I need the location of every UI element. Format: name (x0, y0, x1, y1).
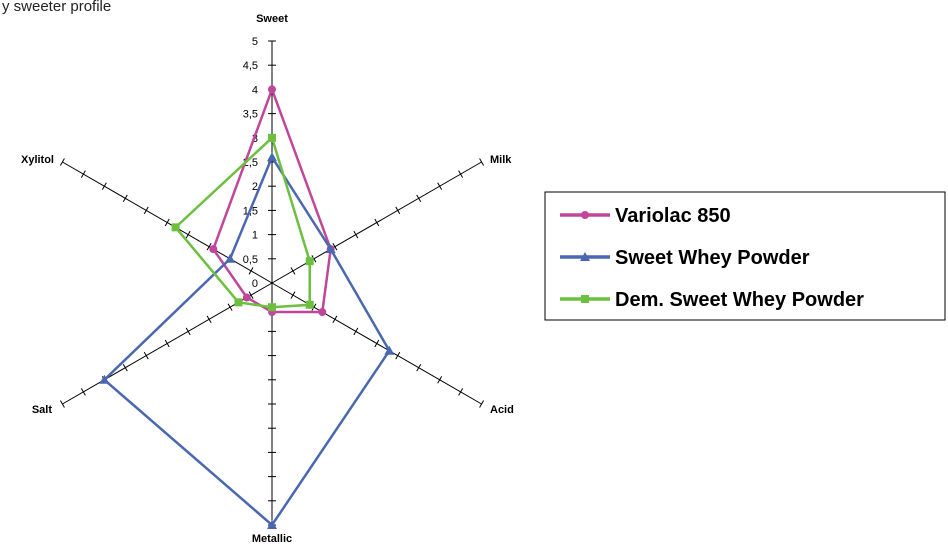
axis-tick (60, 159, 64, 166)
axis-tick (396, 207, 400, 214)
legend-marker (581, 295, 589, 303)
axis-tick (291, 267, 295, 274)
axis-tick (333, 316, 337, 323)
tick-label: 4 (252, 84, 258, 96)
data-point (306, 257, 314, 265)
category-label-metallic: Metallic (252, 533, 292, 545)
axis-tick (144, 352, 148, 359)
axis-tick (480, 159, 484, 166)
category-label-sweet: Sweet (256, 13, 288, 25)
data-point (225, 254, 235, 263)
axis-tick (354, 231, 358, 238)
axis-tick (417, 195, 421, 202)
axis-tick (207, 316, 211, 323)
axis-tick (102, 183, 106, 190)
data-point (268, 85, 276, 93)
axis-tick (438, 183, 442, 190)
axis-tick (165, 219, 169, 226)
data-point (318, 308, 326, 316)
axis-tick (249, 267, 253, 274)
axis-tick (291, 292, 295, 299)
legend-marker (581, 211, 589, 219)
radar-series (99, 85, 394, 529)
axis-tick (60, 401, 64, 408)
axis-tick (375, 219, 379, 226)
tick-label: 5 (252, 36, 258, 48)
data-point (243, 294, 251, 302)
axis-tick (123, 364, 127, 371)
legend-label: Sweet Whey Powder (615, 247, 810, 269)
axis-tick (123, 195, 127, 202)
category-label-xylitol: Xylitol (21, 154, 54, 166)
axis-tick (438, 376, 442, 383)
axis-tick (375, 340, 379, 347)
chart-legend: Variolac 850 Sweet Whey Powder Dem. Sweet … (545, 192, 945, 320)
tick-label: 1 (252, 230, 258, 242)
legend-label: Variolac 850 (615, 205, 731, 227)
data-point (306, 301, 314, 309)
axis-tick (459, 388, 463, 395)
data-point (172, 223, 180, 231)
tick-label: 3,5 (243, 109, 258, 121)
axis-tick (186, 328, 190, 335)
legend-label: Dem. Sweet Whey Powder (615, 289, 864, 311)
category-label-milk: Milk (490, 154, 512, 166)
data-point (209, 245, 217, 253)
data-point (268, 134, 276, 142)
tick-label: 0 (252, 278, 258, 290)
axis-tick (186, 231, 190, 238)
radar-axes: 00,511,522,533,544,55SweetMilkAcidMetall… (21, 13, 514, 545)
data-point (234, 298, 242, 306)
category-label-salt: Salt (32, 404, 53, 416)
axis-tick (81, 388, 85, 395)
axis-tick (228, 304, 232, 311)
axis-tick (417, 364, 421, 371)
axis-tick (354, 328, 358, 335)
category-label-acid: Acid (490, 404, 514, 416)
axis-tick (396, 352, 400, 359)
tick-label: 4,5 (243, 60, 258, 72)
axis-tick (459, 171, 463, 178)
axis-tick (480, 401, 484, 408)
axis-tick (144, 207, 148, 214)
data-point (268, 303, 276, 311)
axis-tick (81, 171, 85, 178)
axis-tick (165, 340, 169, 347)
tick-label: 0,5 (243, 254, 258, 266)
